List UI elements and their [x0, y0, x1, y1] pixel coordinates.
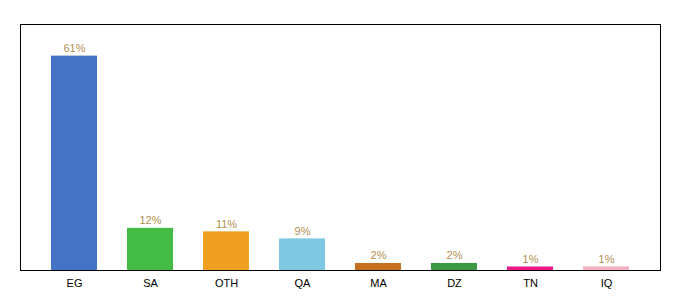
svg-text:2%: 2% — [371, 249, 387, 261]
svg-text:2%: 2% — [447, 249, 463, 261]
svg-text:OTH: OTH — [215, 277, 238, 289]
svg-text:TN: TN — [523, 277, 538, 289]
svg-text:11%: 11% — [216, 218, 237, 230]
svg-text:1%: 1% — [599, 253, 615, 265]
svg-text:DZ: DZ — [447, 277, 462, 289]
svg-text:12%: 12% — [139, 214, 161, 226]
svg-text:SA: SA — [143, 277, 158, 289]
svg-text:61%: 61% — [63, 42, 85, 54]
svg-text:9%: 9% — [295, 225, 311, 237]
svg-text:MA: MA — [370, 277, 387, 289]
svg-text:IQ: IQ — [601, 277, 613, 289]
svg-text:EG: EG — [67, 277, 83, 289]
svg-text:1%: 1% — [523, 253, 539, 265]
svg-text:QA: QA — [295, 277, 312, 289]
